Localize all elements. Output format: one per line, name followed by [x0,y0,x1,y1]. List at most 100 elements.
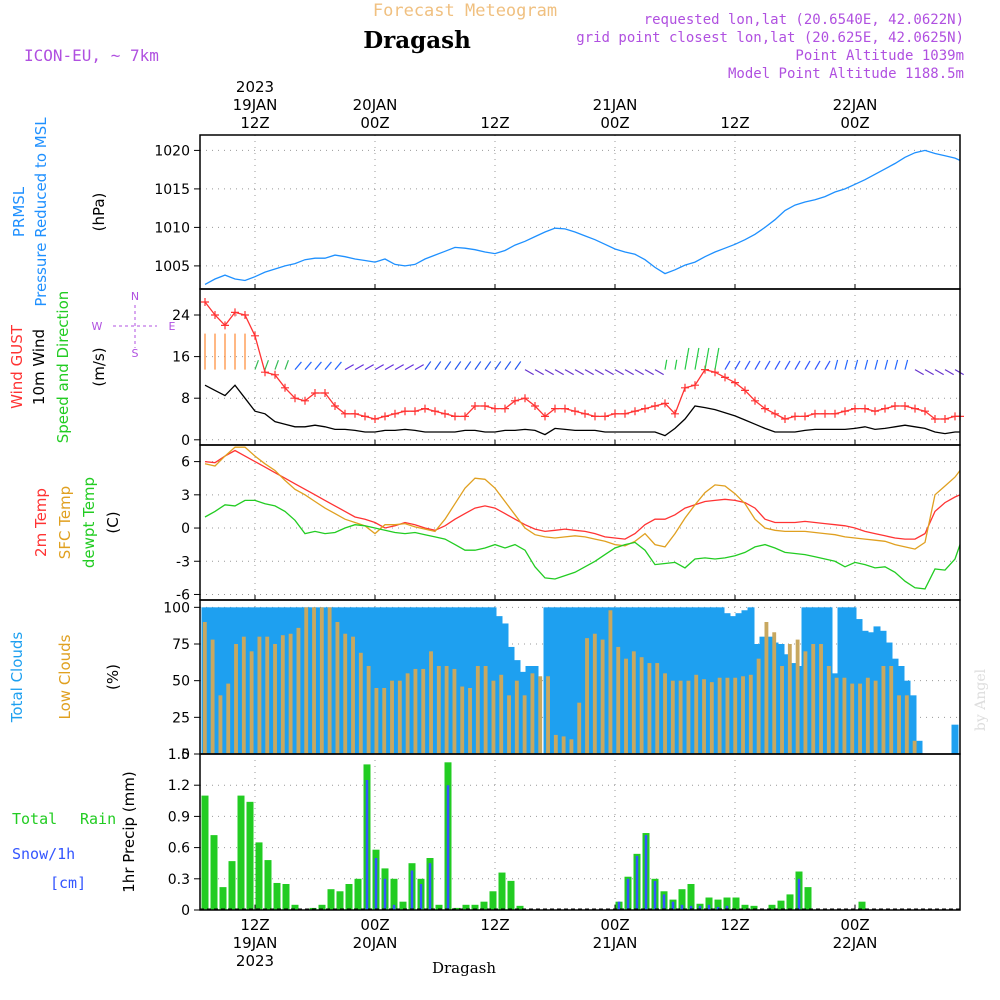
wind-arrow [794,360,801,370]
wind-arrow [614,369,624,376]
low-cloud-bar [226,683,231,754]
snow-bar [725,905,729,910]
total-cloud-bar [273,607,281,754]
wind-arrow [384,364,394,371]
gust-marker [841,407,849,416]
low-cloud-bar [202,622,207,754]
wind-arrow [864,359,869,370]
total-cloud-bar [681,607,689,754]
top-time-label: 21JAN [593,96,638,114]
gust-marker [551,404,559,413]
gust-marker [621,409,629,418]
gust-marker [581,409,589,418]
gust-marker [401,407,409,416]
snow-bar [392,904,396,910]
total-cloud-bar [603,607,611,754]
total-clouds-label: Total Clouds [8,632,26,724]
low-cloud-bar [429,651,433,754]
sfc-label: SFC Temp [56,486,74,559]
low-cloud-bar [358,652,363,754]
wind-gust-line [204,301,960,420]
bottom-time-label: 2023 [236,952,274,970]
low-cloud-bar [546,676,550,754]
snow-bar [617,901,621,910]
10m-wind-line [204,384,960,437]
total-cloud-bar [297,607,305,754]
low-cloud-bar [522,695,527,754]
low-cloud-bar [686,680,691,754]
wind-arrow [684,347,690,370]
wind-arrow [514,361,522,370]
rain-bar [705,897,713,910]
gust-marker [741,386,749,395]
gust-marker [281,383,289,392]
gust-marker [861,404,869,413]
bottom-time-label: 20JAN [353,934,398,952]
low-cloud-bar [249,651,254,754]
gust-marker [911,404,919,413]
cm-label: [cm] [50,874,86,892]
rain-label: Rain [80,810,116,828]
low-cloud-bar [351,636,355,754]
low-cloud-bar [756,658,761,754]
y-tick-label: -3 [176,554,190,570]
gust-marker [681,383,689,392]
total-cloud-bar [849,607,857,754]
pressure-label: PRMSL [10,186,28,237]
total-cloud-bar [387,607,395,754]
low-cloud-bar [366,666,371,754]
low-cloud-bar [670,680,675,754]
gust-marker [241,311,249,319]
low-cloud-bar [218,695,223,754]
temp-unit-label: (C) [104,511,122,533]
y-tick-label: 0 [181,747,190,763]
gust-marker [611,409,619,418]
total-cloud-bar [219,607,227,754]
gust-marker [921,407,929,416]
wind-arrow [814,360,821,370]
low-cloud-bar [421,668,426,754]
wind-arrow [334,361,342,370]
low-cloud-bar [569,739,574,754]
low-cloud-bar [491,680,496,754]
total-label: Total [12,810,57,828]
total-cloud-bar [891,658,899,754]
compass-s: S [132,347,139,360]
low-cloud-bar [382,688,387,754]
clouds-unit-label: (%) [104,664,122,690]
wind-panel: 0 8 16 24 N S W E Wind GUST 10m Wind Speed and Dir… [8,288,964,449]
gust-marker [791,412,799,421]
y-tick-label: 0 [181,521,190,537]
gust-marker [871,407,879,416]
clouds-panel: 0 25 50 75 100 Total Clouds Low Clouds (%) [8,599,961,763]
total-cloud-bar [507,646,515,754]
wind-arrow [654,369,664,376]
top-time-label: 00Z [360,114,389,132]
wind-arrow [894,359,899,370]
wind-arrow [314,361,322,370]
total-cloud-bar [225,607,233,754]
low-cloud-bar [475,666,480,754]
bottom-time-label: 22JAN [833,934,878,952]
bottom-time-label: 00Z [360,916,389,934]
low-cloud-bar [850,683,855,754]
gust-marker [481,402,489,410]
total-cloud-bar [213,607,221,754]
low-cloud-bar [865,677,870,754]
top-time-label: 12Z [240,114,269,132]
compass-e: E [169,320,176,333]
wind-arrow [754,360,761,370]
gust-marker [761,404,769,413]
low-cloud-bar [280,635,285,754]
low-cloud-bar [530,673,535,754]
overlay-title: Forecast Meteogram [373,1,557,21]
gust-marker [591,412,599,421]
y-tick-label: 0.6 [168,841,190,857]
sfc-temp-line [204,446,961,550]
low-cloud-bar [795,639,800,754]
rain-bar [687,884,695,910]
total-cloud-bar [627,607,635,754]
rain-bar [489,891,497,910]
total-cloud-bar [573,607,581,754]
